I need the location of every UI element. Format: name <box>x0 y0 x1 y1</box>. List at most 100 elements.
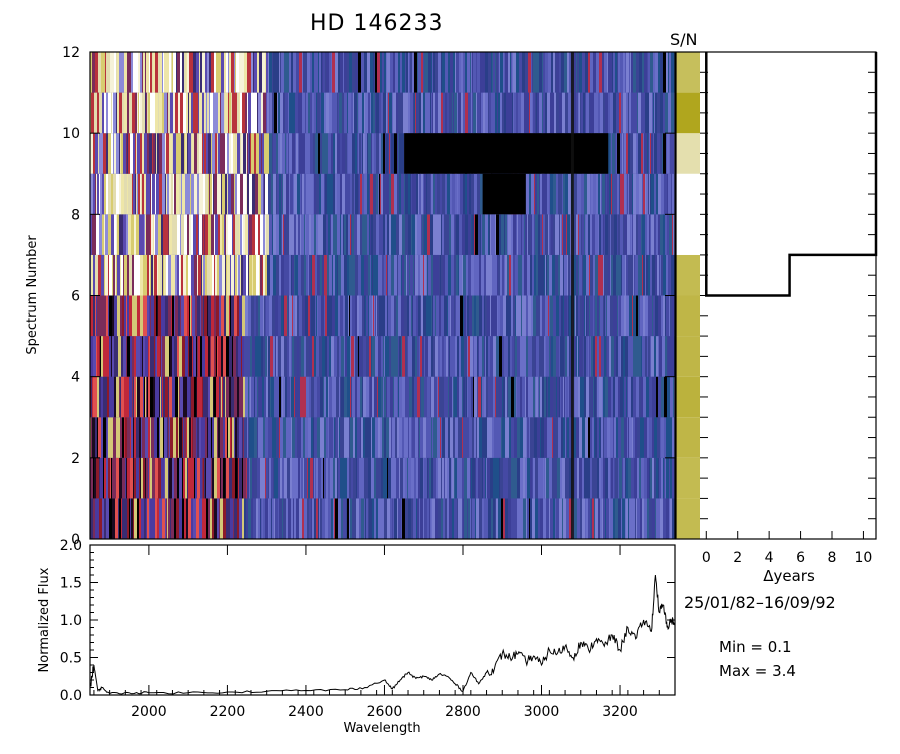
heatmap-cell <box>516 214 518 255</box>
heatmap-cell <box>587 457 591 499</box>
heatmap-cell <box>623 457 626 499</box>
heatmap-cell <box>368 92 371 134</box>
heatmap-cell <box>359 92 363 134</box>
heatmap-cell <box>108 498 110 539</box>
heatmap-cell <box>405 214 409 255</box>
heatmap-cell <box>225 457 227 499</box>
heatmap-cell <box>467 498 469 539</box>
heatmap-cell <box>146 214 148 255</box>
heatmap-cell <box>242 457 244 499</box>
chart-title: HD 146233 <box>310 11 443 36</box>
heatmap-cell <box>306 92 309 134</box>
heatmap-cell <box>422 336 425 377</box>
heatmap-cell <box>197 254 199 296</box>
heatmap-cell <box>202 214 204 255</box>
heatmap-cell <box>468 254 472 296</box>
heatmap-cell <box>223 336 227 377</box>
heatmap-cell <box>209 457 212 499</box>
heatmap-cell <box>401 295 405 337</box>
heatmap-cell <box>354 336 356 377</box>
heatmap-cell <box>641 457 645 499</box>
heatmap-cell <box>140 457 142 499</box>
heatmap-cell <box>465 92 469 134</box>
heatmap-cell <box>565 376 567 418</box>
heatmap-cell <box>385 295 388 337</box>
heatmap-cell <box>405 376 407 418</box>
heatmap-cell <box>304 336 307 377</box>
heatmap-cell <box>498 92 501 134</box>
heatmap-cell <box>483 52 486 93</box>
heatmap-cell <box>593 376 595 418</box>
heatmap-cell <box>148 457 150 499</box>
heatmap-cell <box>447 376 449 418</box>
heatmap-cell <box>419 417 421 458</box>
heatmap-cell <box>375 52 378 93</box>
heatmap-cell <box>656 173 659 215</box>
heatmap-cell <box>553 214 556 255</box>
heatmap-cell <box>223 498 227 539</box>
heatmap-cell <box>97 417 99 458</box>
heatmap-cell <box>238 336 242 377</box>
heatmap-cell <box>253 52 255 93</box>
heatmap-cell <box>283 92 285 134</box>
heatmap-cell <box>577 52 580 93</box>
heatmap-cell <box>605 498 607 539</box>
heatmap-cell <box>328 133 330 174</box>
years-xtick-label: 2 <box>733 550 742 566</box>
heatmap-cell <box>205 92 207 134</box>
heatmap-cell <box>628 417 630 458</box>
heatmap-cell <box>498 52 500 93</box>
heatmap-cell <box>580 376 582 418</box>
heatmap-cell <box>219 376 221 418</box>
heatmap-cell <box>576 295 579 337</box>
heatmap-cell <box>234 295 238 337</box>
heatmap-cell <box>337 336 340 377</box>
heatmap-cell <box>193 498 197 539</box>
heatmap-cell <box>666 254 669 296</box>
heatmap-cell <box>90 52 93 93</box>
heatmap-cell <box>616 254 619 296</box>
heatmap-cell <box>654 133 658 174</box>
heatmap-cell <box>585 214 587 255</box>
heatmap-cell <box>187 295 190 337</box>
heatmap-cell <box>229 295 231 337</box>
heatmap-cell <box>324 457 327 499</box>
heatmap-ytick-label: 2 <box>71 451 80 467</box>
heatmap-cell <box>610 295 614 337</box>
heatmap-cell <box>616 92 620 134</box>
heatmap-cell <box>496 52 499 93</box>
heatmap-cell <box>616 417 619 458</box>
heatmap-cell <box>576 92 579 134</box>
heatmap-cell <box>663 92 665 134</box>
heatmap-cell <box>555 52 557 93</box>
heatmap-cell <box>134 214 137 255</box>
heatmap-cell <box>433 214 437 255</box>
heatmap-cell <box>543 52 546 93</box>
heatmap-cell <box>372 417 376 458</box>
heatmap-cell <box>157 336 161 377</box>
heatmap-cell <box>480 173 484 215</box>
heatmap-cell <box>586 254 590 296</box>
heatmap-cell <box>235 92 238 134</box>
heatmap-cell <box>253 133 255 174</box>
heatmap-cell <box>284 214 287 255</box>
heatmap-cell <box>383 336 385 377</box>
heatmap-cell <box>431 457 434 499</box>
heatmap-cell <box>433 254 437 296</box>
heatmap-cell <box>129 498 131 539</box>
heatmap-cell <box>460 457 463 499</box>
heatmap-cell <box>398 52 401 93</box>
heatmap-cell <box>580 92 582 134</box>
heatmap-cell <box>564 52 568 93</box>
heatmap-cell <box>609 173 611 215</box>
heatmap-cell <box>476 457 479 499</box>
heatmap-cell <box>532 498 536 539</box>
heatmap-cell <box>137 92 139 134</box>
heatmap-cell <box>397 498 399 539</box>
heatmap-cell <box>198 336 201 377</box>
heatmap-cell <box>314 336 317 377</box>
heatmap-cell <box>333 417 335 458</box>
heatmap-cell <box>545 52 549 93</box>
heatmap-cell <box>321 52 323 93</box>
heatmap-cell <box>664 376 668 418</box>
